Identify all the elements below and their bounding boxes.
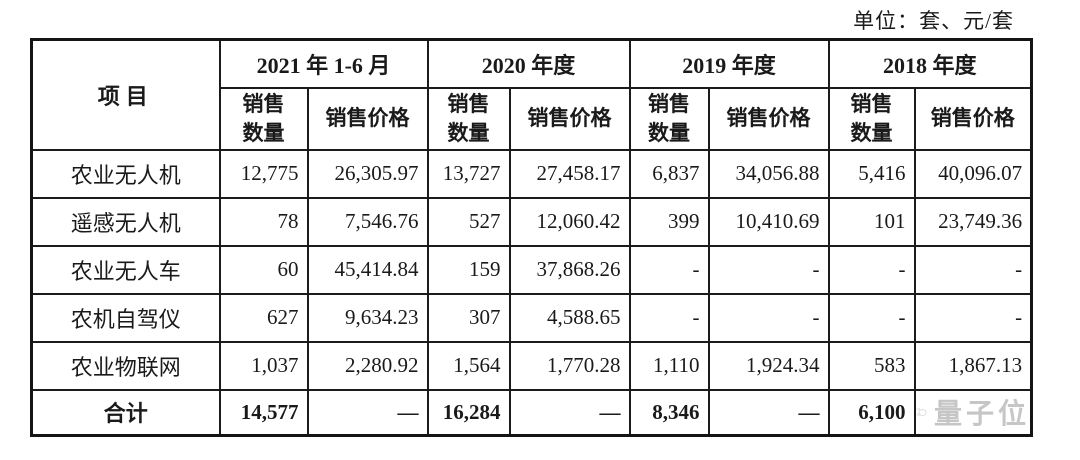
col-header-qty-2020: 销售数量 [426, 86, 511, 151]
qty-cell: 159 [426, 244, 511, 295]
qty-cell: 12,775 [218, 148, 309, 199]
qty-cell: - [827, 292, 916, 343]
price-cell: 4,588.65 [508, 292, 631, 343]
qbitai-watermark-text: 量子位 [934, 399, 1031, 431]
unit-label: 单位：套、元/套 [853, 9, 1014, 33]
price-cell: — [707, 388, 830, 437]
price-cell: — [508, 388, 631, 437]
header-row-years: 项目 2021 年 1-6 月 2020 年度 2019 年度 2018 年度 [30, 38, 1033, 151]
qty-cell: - [628, 244, 710, 295]
price-cell: — [306, 388, 429, 437]
col-group-2020: 2020 年度 [426, 38, 631, 89]
price-cell: 2,280.92 [306, 340, 429, 391]
price-cell: 7,546.76 [306, 196, 429, 247]
qty-cell: 78 [218, 196, 309, 247]
table-row-agricultural-ugv: 农业无人车 60 45,414.84 159 37,868.26 - - - - [30, 244, 1033, 295]
price-cell: 34,056.88 [707, 148, 830, 199]
price-cell: - [707, 244, 830, 295]
price-cell: 10,410.69 [707, 196, 830, 247]
price-cell-watermarked: 量子位 [913, 388, 1033, 437]
item-name: 遥感无人机 [30, 196, 221, 247]
price-cell: 1,770.28 [508, 340, 631, 391]
price-cell: 9,634.23 [306, 292, 429, 343]
qty-cell: 14,577 [218, 388, 309, 437]
col-header-price-2020: 销售价格 [508, 86, 631, 151]
price-cell: 45,414.84 [306, 244, 429, 295]
qty-cell: 101 [827, 196, 916, 247]
col-group-2019: 2019 年度 [628, 38, 830, 89]
qty-cell: 399 [628, 196, 710, 247]
qty-header-label: 销售数量 [850, 92, 893, 145]
qty-cell: 527 [426, 196, 511, 247]
col-group-2021: 2021 年 1-6 月 [218, 38, 429, 89]
price-cell: 12,060.42 [508, 196, 631, 247]
qty-cell: 1,564 [426, 340, 511, 391]
price-cell: - [913, 292, 1033, 343]
price-cell: - [707, 292, 830, 343]
item-name: 农业物联网 [30, 340, 221, 391]
price-cell: 40,096.07 [913, 148, 1033, 199]
col-header-price-2019: 销售价格 [707, 86, 830, 151]
col-header-price-2021: 销售价格 [306, 86, 429, 151]
qty-cell: 1,110 [628, 340, 710, 391]
price-cell: 26,305.97 [306, 148, 429, 199]
price-cell: 23,749.36 [913, 196, 1033, 247]
qty-cell: 60 [218, 244, 309, 295]
price-cell: 1,867.13 [913, 340, 1033, 391]
col-header-item: 项目 [30, 38, 221, 151]
table-row-agricultural-drone: 农业无人机 12,775 26,305.97 13,727 27,458.17 … [30, 148, 1033, 199]
qty-cell: 1,037 [218, 340, 309, 391]
qty-header-label: 销售数量 [648, 92, 691, 145]
qty-cell: 583 [827, 340, 916, 391]
table-row-total: 合计 14,577 — 16,284 — 8,346 — 6,100 [30, 388, 1033, 437]
qty-cell: - [827, 244, 916, 295]
qty-cell: 307 [426, 292, 511, 343]
item-name: 农业无人车 [30, 244, 221, 295]
col-header-qty-2019: 销售数量 [628, 86, 710, 151]
qty-cell: 16,284 [426, 388, 511, 437]
col-header-qty-2021: 销售数量 [218, 86, 309, 151]
qty-cell: 6,837 [628, 148, 710, 199]
header-row-metrics: 销售数量 销售价格 销售数量 销售价格 销售数量 销售价格 销售数量 销售价格 [32, 86, 1033, 151]
sales-table: 项目 2021 年 1-6 月 2020 年度 2019 年度 2018 年度 … [30, 38, 1034, 437]
table-row-remote-sensing-drone: 遥感无人机 78 7,546.76 527 12,060.42 399 10,4… [30, 196, 1033, 247]
qbitai-watermark: 量子位 [916, 392, 1031, 434]
qbitai-logo-icon [916, 408, 926, 417]
item-name: 农机自驾仪 [30, 292, 221, 343]
qty-cell: 5,416 [827, 148, 916, 199]
qty-header-label: 销售数量 [242, 92, 285, 145]
qty-cell: 6,100 [827, 388, 916, 437]
qty-cell: - [628, 292, 710, 343]
price-cell: - [913, 244, 1033, 295]
col-group-2018: 2018 年度 [827, 38, 1033, 89]
qty-cell: 8,346 [628, 388, 710, 437]
price-cell: 37,868.26 [508, 244, 631, 295]
item-name: 农业无人机 [30, 148, 221, 199]
qty-header-label: 销售数量 [447, 92, 490, 145]
col-header-qty-2018: 销售数量 [827, 86, 916, 151]
qty-cell: 13,727 [426, 148, 511, 199]
total-label: 合计 [30, 388, 221, 437]
table-row-agricultural-iot: 农业物联网 1,037 2,280.92 1,564 1,770.28 1,11… [30, 340, 1033, 391]
price-cell: 1,924.34 [707, 340, 830, 391]
price-cell: 27,458.17 [508, 148, 631, 199]
qty-cell: 627 [218, 292, 309, 343]
table-row-autosteer-system: 农机自驾仪 627 9,634.23 307 4,588.65 - - - - [30, 292, 1033, 343]
col-header-price-2018: 销售价格 [913, 86, 1033, 151]
